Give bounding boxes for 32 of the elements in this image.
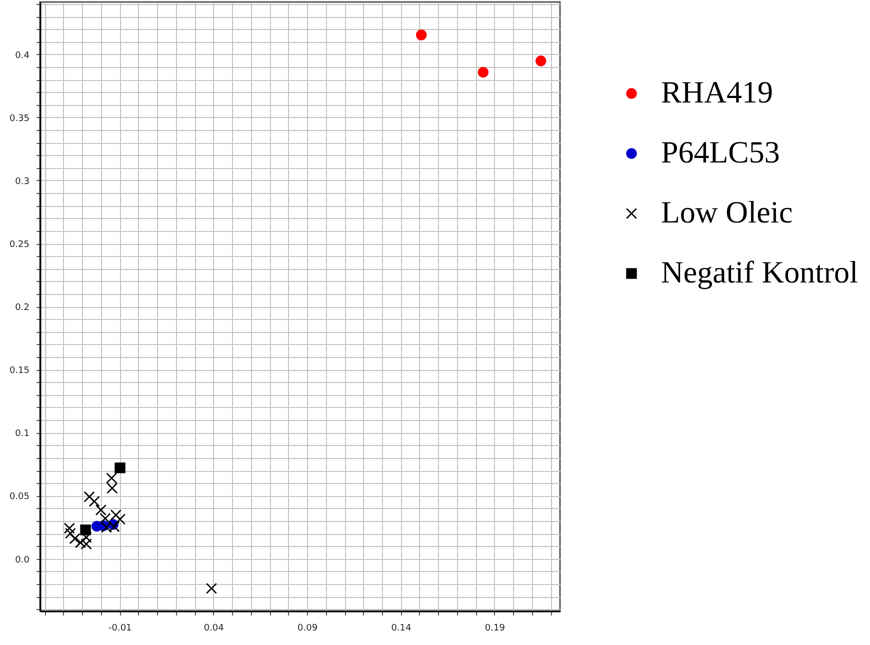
x-tick-label: 0.04 — [204, 624, 224, 634]
point — [416, 30, 427, 40]
x-tick-label: 0.09 — [298, 624, 318, 634]
legend-label: P64LC53 — [661, 134, 780, 170]
point — [106, 482, 118, 494]
point — [64, 522, 75, 534]
y-tick-label: 0.35 — [9, 114, 30, 124]
point — [114, 462, 126, 474]
x-tick-label: 0.14 — [391, 624, 412, 634]
y-tick-label: 0.25 — [9, 240, 30, 250]
point — [478, 66, 489, 78]
point — [80, 524, 91, 536]
point — [100, 513, 111, 524]
y-tick-label: 0.3 — [15, 176, 30, 187]
point — [80, 538, 92, 550]
y-tick-label: 0.1 — [15, 429, 30, 440]
y-tick-label: 0.2 — [15, 303, 30, 314]
y-tick-label: 0.4 — [15, 50, 30, 61]
legend-label: Low Oleic — [661, 194, 793, 230]
y-tick-label: 0.15 — [9, 366, 30, 376]
point — [114, 514, 126, 525]
point — [106, 472, 117, 484]
legend-label: Negatif Kontrol — [661, 254, 858, 290]
y-tick-label: 0.0 — [15, 555, 30, 566]
point — [88, 496, 100, 507]
point — [96, 504, 106, 516]
x-tick-label: -0.01 — [108, 624, 132, 634]
x-tick-label: 0.19 — [484, 624, 506, 634]
y-tick-label: 0.05 — [9, 492, 30, 502]
point — [206, 583, 217, 594]
point — [536, 56, 546, 66]
legend-label: RHA419 — [661, 74, 773, 110]
